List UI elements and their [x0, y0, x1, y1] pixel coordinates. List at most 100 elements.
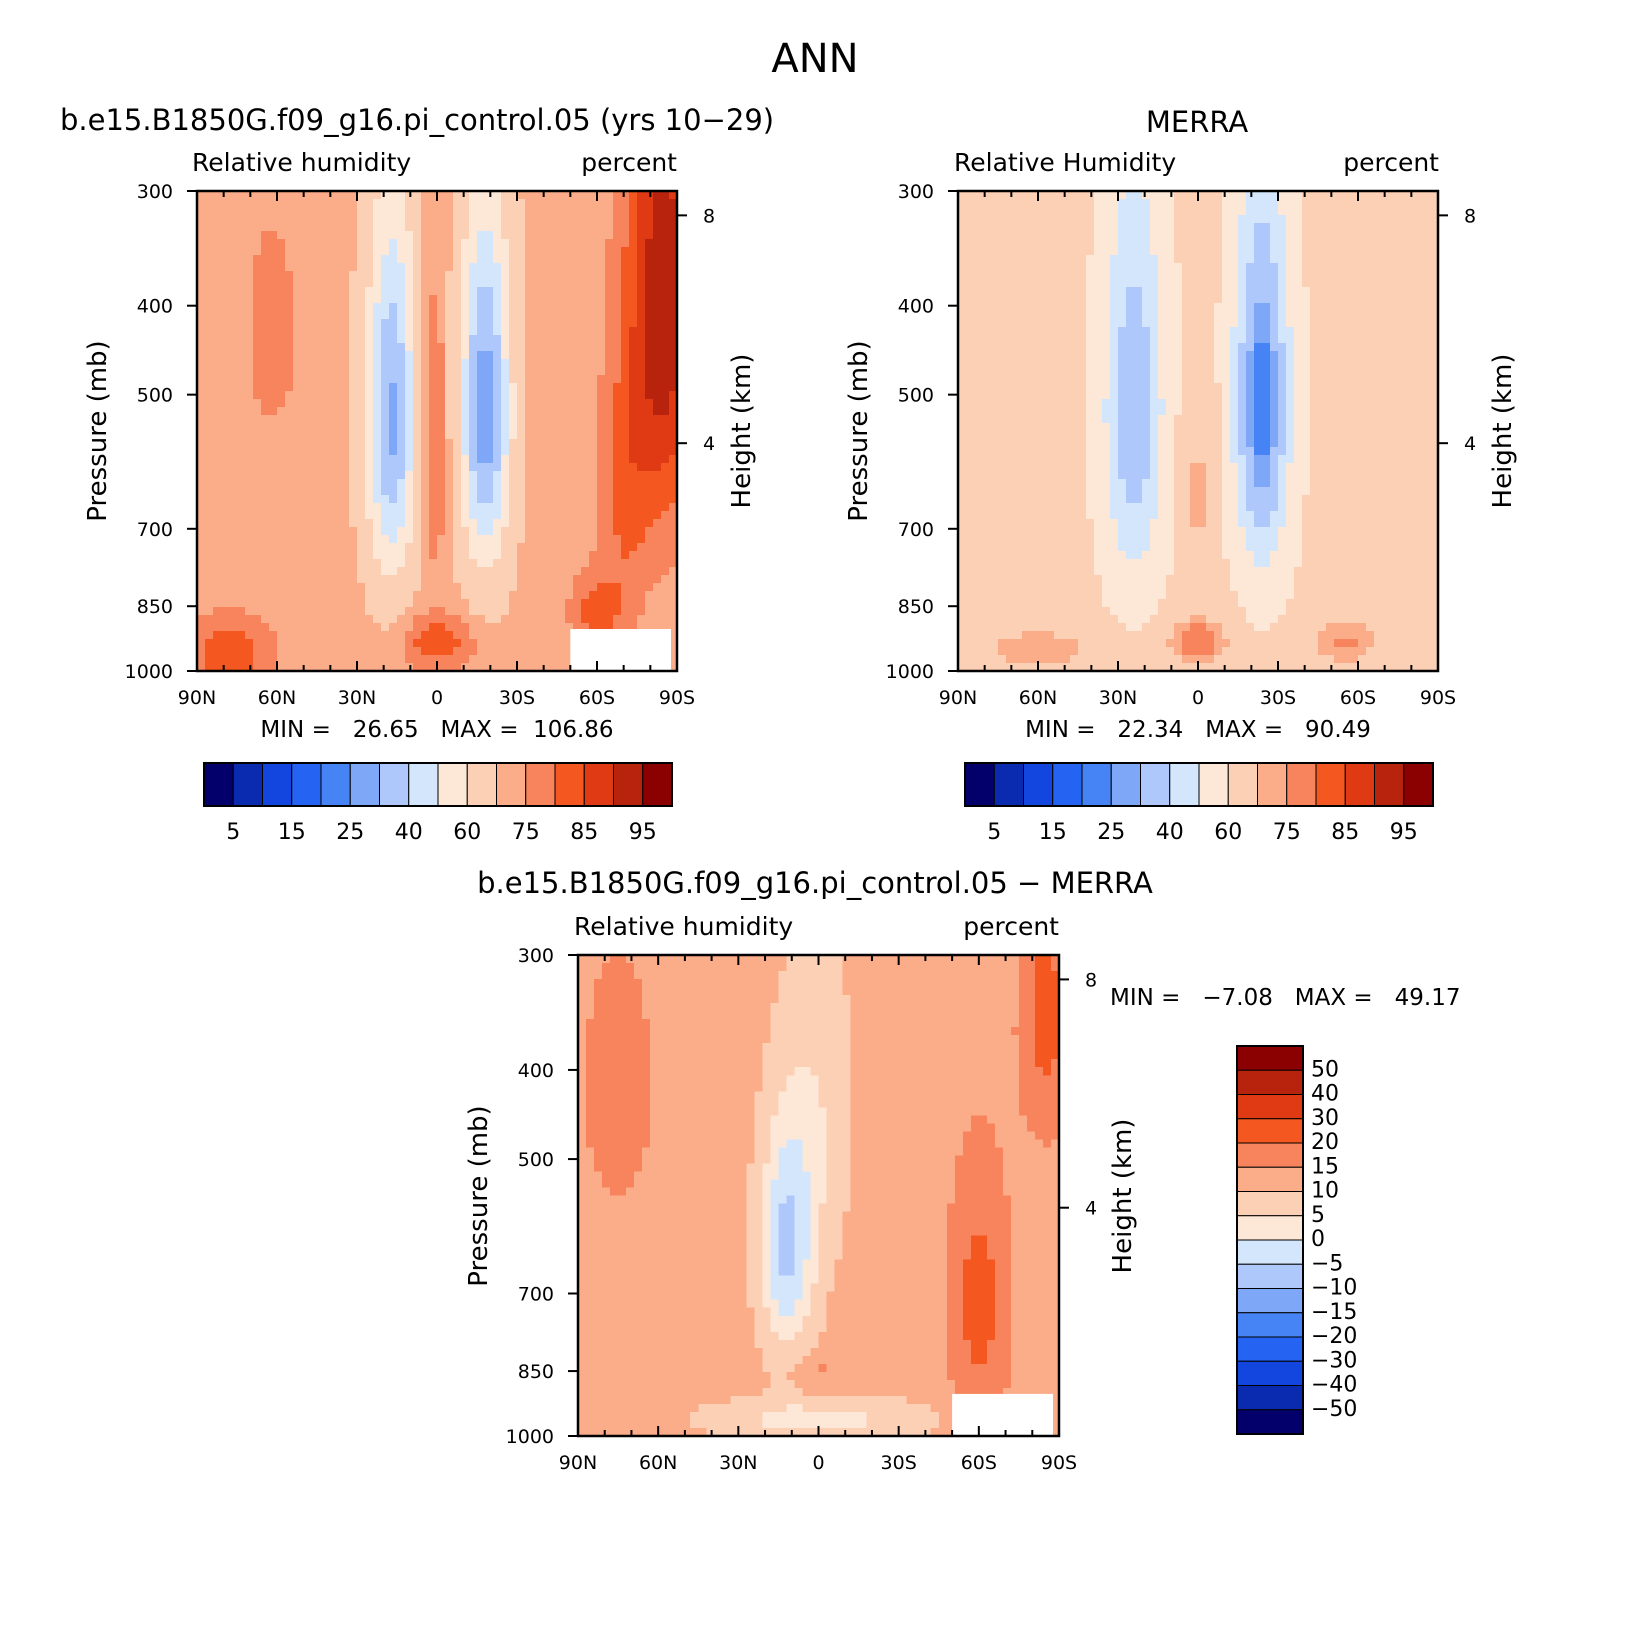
field-cell [974, 207, 983, 216]
field-cell [533, 359, 542, 368]
field-cell [653, 487, 662, 496]
field-cell [445, 423, 454, 432]
field-cell [1134, 343, 1143, 352]
field-cell [317, 463, 326, 472]
field-cell [1182, 335, 1191, 344]
field-cell [1350, 351, 1359, 360]
field-cell [309, 479, 318, 488]
field-cell [397, 271, 406, 280]
field-cell [373, 487, 382, 496]
field-cell [637, 431, 646, 440]
field-cell [637, 479, 646, 488]
field-cell [1062, 335, 1071, 344]
field-cell [229, 615, 238, 624]
field-cell [221, 343, 230, 352]
field-cell [1190, 279, 1199, 288]
field-cell [549, 439, 558, 448]
field-cell [197, 319, 206, 328]
field-cell [1126, 207, 1135, 216]
field-cell [405, 207, 414, 216]
field-cell [589, 583, 598, 592]
field-cell [421, 399, 430, 408]
field-cell [413, 527, 422, 536]
field-cell [1414, 327, 1423, 336]
field-cell [637, 487, 646, 496]
field-cell [301, 431, 310, 440]
field-cell [373, 215, 382, 224]
field-cell [221, 335, 230, 344]
field-cell [525, 319, 534, 328]
field-cell [1302, 279, 1311, 288]
field-cell [1422, 207, 1431, 216]
field-cell [637, 495, 646, 504]
field-cell [349, 631, 358, 640]
field-cell [261, 511, 270, 520]
field-cell [485, 607, 494, 616]
field-cell [1414, 343, 1423, 352]
field-cell [1046, 351, 1055, 360]
field-cell [205, 215, 214, 224]
field-cell [429, 575, 438, 584]
field-cell [509, 479, 518, 488]
field-cell [381, 551, 390, 560]
field-cell [581, 375, 590, 384]
field-cell [1110, 351, 1119, 360]
field-cell [549, 575, 558, 584]
field-cell [549, 511, 558, 520]
field-cell [589, 599, 598, 608]
field-cell [1030, 231, 1039, 240]
field-cell [501, 287, 510, 296]
field-cell [261, 575, 270, 584]
field-cell [469, 535, 478, 544]
field-cell [309, 471, 318, 480]
field-cell [1406, 311, 1415, 320]
field-cell [1390, 343, 1399, 352]
field-cell [1318, 223, 1327, 232]
field-cell [469, 271, 478, 280]
field-cell [1110, 279, 1119, 288]
field-cell [261, 607, 270, 616]
field-cell [1206, 191, 1215, 200]
field-cell [637, 455, 646, 464]
field-cell [1286, 207, 1295, 216]
field-cell [1422, 335, 1431, 344]
field-cell [325, 439, 334, 448]
field-cell [966, 263, 975, 272]
field-cell [1390, 287, 1399, 296]
field-cell [293, 279, 302, 288]
field-cell [1078, 271, 1087, 280]
field-cell [541, 479, 550, 488]
field-cell [1094, 327, 1103, 336]
field-cell [1238, 351, 1247, 360]
field-cell [493, 407, 502, 416]
field-cell [357, 239, 366, 248]
field-cell [485, 631, 494, 640]
field-cell [349, 543, 358, 552]
field-cell [653, 223, 662, 232]
field-cell [1230, 231, 1239, 240]
field-cell [565, 247, 574, 256]
field-cell [253, 343, 262, 352]
field-cell [541, 375, 550, 384]
field-cell [637, 351, 646, 360]
field-cell [1350, 279, 1359, 288]
field-cell [1254, 207, 1263, 216]
field-cell [541, 399, 550, 408]
field-cell [517, 583, 526, 592]
field-cell [213, 367, 222, 376]
field-cell [349, 567, 358, 576]
field-cell [1190, 319, 1199, 328]
field-cell [1118, 263, 1127, 272]
field-cell [477, 215, 486, 224]
field-cell [1166, 327, 1175, 336]
field-cell [341, 583, 350, 592]
field-cell [1070, 239, 1079, 248]
field-cell [485, 647, 494, 656]
obs-plot-area: 90N 60N 30N 0 30S 60S 90S300400500700850100084 [886, 181, 1476, 709]
field-cell [1422, 271, 1431, 280]
field-cell [1198, 247, 1207, 256]
field-cell [501, 271, 510, 280]
field-cell [309, 519, 318, 528]
field-cell [605, 615, 614, 624]
